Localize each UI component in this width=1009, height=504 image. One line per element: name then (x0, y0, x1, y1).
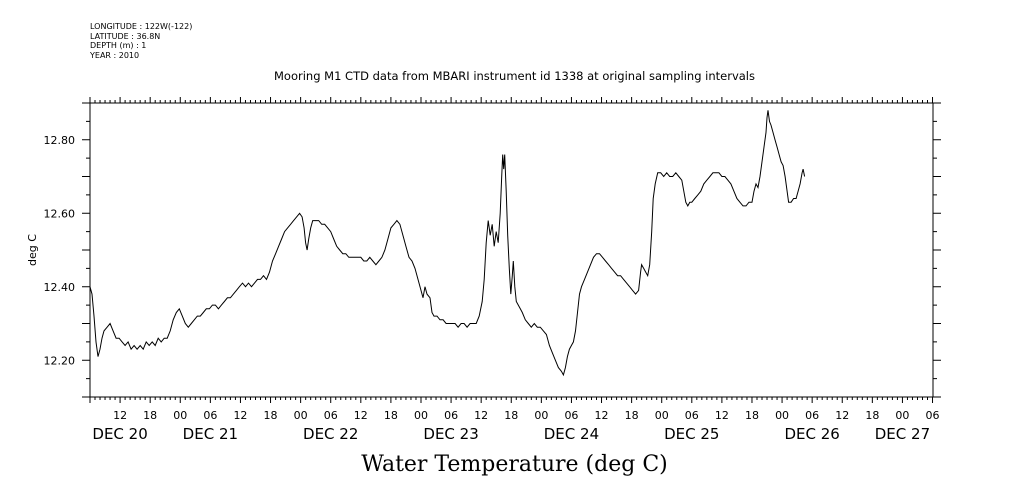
x-day-label: DEC 26 (784, 425, 839, 443)
x-tick-label: 00 (655, 409, 669, 422)
meta-year: YEAR : 2010 (90, 50, 140, 60)
x-tick-label: 12 (474, 409, 488, 422)
x-day-label: DEC 25 (664, 425, 719, 443)
y-tick-label: 12.40 (44, 281, 76, 294)
x-tick-label: 06 (685, 409, 699, 422)
x-day-label: DEC 20 (92, 425, 147, 443)
x-tick-label: 06 (324, 409, 338, 422)
y-tick-label: 12.20 (44, 354, 76, 367)
x-tick-label: 12 (835, 409, 849, 422)
meta-longitude: LONGITUDE : 122W(-122) (90, 22, 193, 31)
x-tick-label: 18 (264, 409, 278, 422)
x-tick-label: 06 (444, 409, 458, 422)
x-tick-label: 00 (414, 409, 428, 422)
x-day-label: DEC 23 (423, 425, 478, 443)
x-tick-label: 12 (354, 409, 368, 422)
x-tick-label: 00 (173, 409, 187, 422)
x-day-label: DEC 27 (875, 425, 930, 443)
plot-frame (89, 102, 934, 398)
y-axis-label: deg C (26, 234, 39, 266)
x-tick-label: 18 (745, 409, 759, 422)
meta-latitude: LATITUDE : 36.8N (90, 31, 161, 41)
axis-ticks (82, 97, 941, 403)
x-tick-label: 00 (775, 409, 789, 422)
x-tick-label: 18 (143, 409, 157, 422)
x-day-label: DEC 21 (183, 425, 238, 443)
x-tick-label: 18 (625, 409, 639, 422)
x-day-label: DEC 22 (303, 425, 358, 443)
x-tick-label: 18 (384, 409, 398, 422)
x-tick-label: 06 (805, 409, 819, 422)
x-tick-label: 18 (504, 409, 518, 422)
x-tick-label: 18 (865, 409, 879, 422)
meta-depth: DEPTH (m) : 1 (90, 41, 147, 50)
x-day-labels: DEC 20 DEC 21 DEC 22 DEC 23 DEC 24 DEC 25 DEC … (92, 425, 930, 443)
x-tick-label: 00 (534, 409, 548, 422)
x-tick-label: 06 (926, 409, 940, 422)
x-tick-label: 00 (294, 409, 308, 422)
chart-title: Mooring M1 CTD data from MBARI instrumen… (274, 69, 755, 83)
y-tick-labels: 12.20 12.40 12.60 12.80 (44, 134, 76, 368)
x-tick-label: 06 (564, 409, 578, 422)
x-tick-labels: 12 18 00 06 12 18 00 06 12 18 00 06 12 18 00 06 12 18 00 06… (113, 409, 939, 422)
x-tick-label: 00 (895, 409, 909, 422)
series-line (89, 110, 806, 377)
metadata-block: LONGITUDE : 122W(-122) LATITUDE : 36.8N … (90, 22, 192, 60)
y-tick-label: 12.60 (44, 207, 76, 220)
x-tick-label: 06 (203, 409, 217, 422)
x-tick-label: 12 (715, 409, 729, 422)
y-tick-label: 12.80 (44, 134, 76, 147)
x-tick-label: 12 (113, 409, 127, 422)
x-day-label: DEC 24 (544, 425, 599, 443)
footer-title: Water Temperature (deg C) (361, 452, 668, 477)
x-tick-label: 12 (233, 409, 247, 422)
x-tick-label: 12 (595, 409, 609, 422)
